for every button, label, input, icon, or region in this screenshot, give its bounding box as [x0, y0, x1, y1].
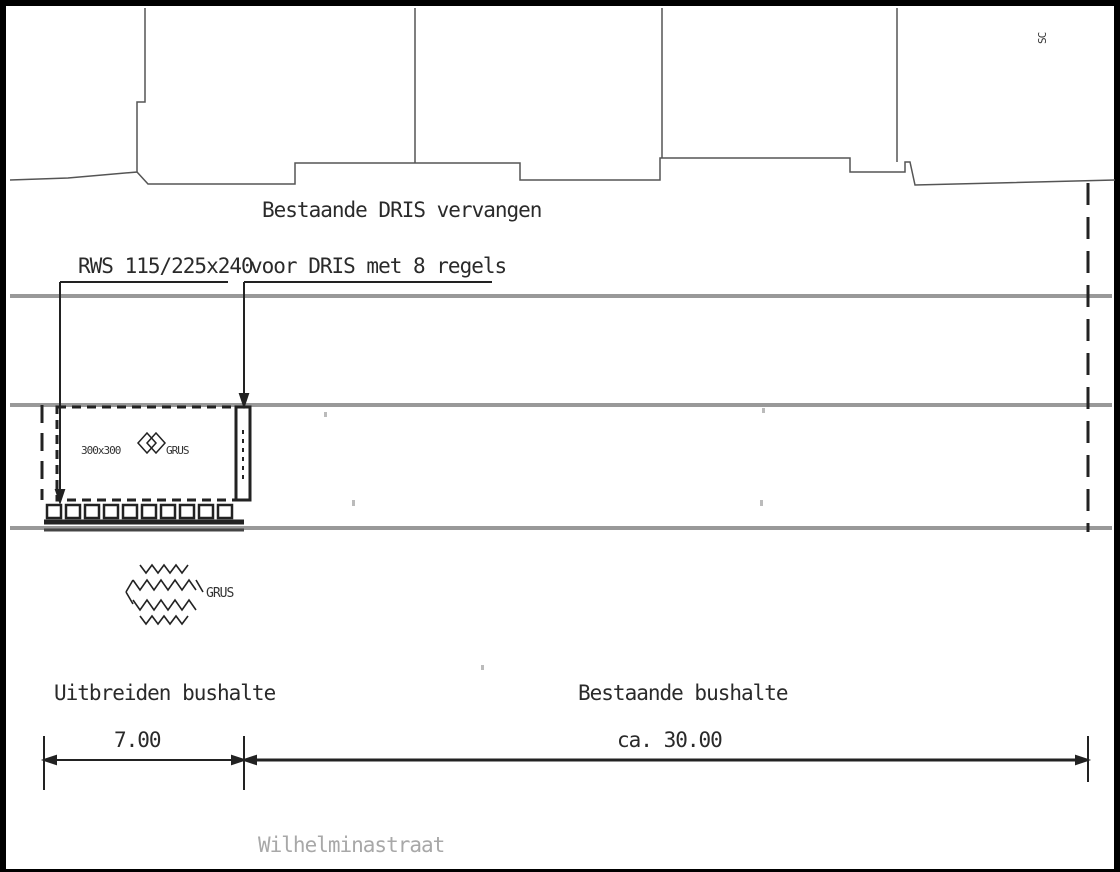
grid-size-label: 300x300 — [81, 444, 121, 457]
rws-label: RWS 115/225x240 — [78, 254, 253, 278]
existing-title: Bestaande bushalte — [578, 681, 788, 705]
corner-mark: SC — [1036, 32, 1049, 44]
road-lines — [10, 294, 1112, 530]
grid-material-label: GRUS — [166, 444, 189, 457]
dris-leader — [238, 281, 492, 410]
grus-label: GRUS — [206, 586, 233, 601]
road-specks — [324, 408, 765, 670]
grid-area-dashed — [55, 405, 247, 502]
dris-label-line1: Bestaande DRIS vervangen — [262, 198, 541, 222]
extend-title: Uitbreiden bushalte — [54, 681, 276, 705]
dris-panel — [234, 405, 252, 502]
dris-label-line2: voor DRIS met 8 regels — [250, 254, 506, 278]
building-outline — [9, 8, 1116, 186]
extend-length: 7.00 — [114, 728, 161, 752]
grid-symbol-icon — [136, 431, 167, 455]
dimension-line — [40, 736, 1092, 790]
existing-length: ca. 30.00 — [617, 728, 722, 752]
grus-zigzag-icon — [125, 563, 204, 626]
rws-leader — [54, 281, 228, 506]
curb-blocks — [45, 503, 234, 520]
street-name: Wilhelminastraat — [258, 833, 444, 857]
